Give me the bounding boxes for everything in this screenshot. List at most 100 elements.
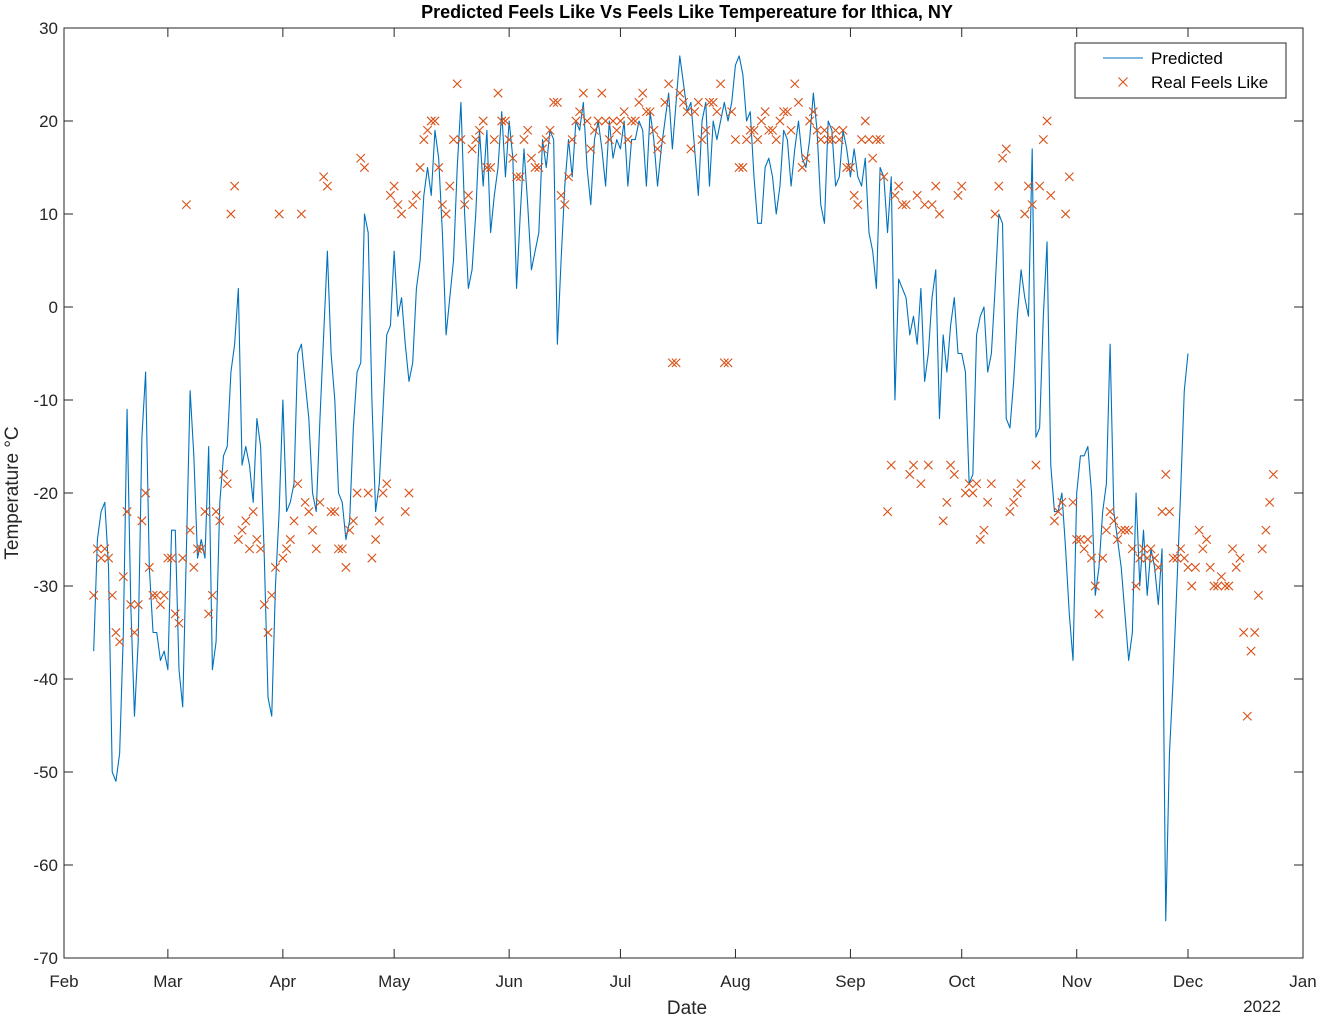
data-point-marker [812,125,822,135]
data-point-marker [912,190,922,200]
data-point-marker [345,525,355,535]
x-axis-label: Date [667,998,707,1019]
data-point-marker [430,116,440,126]
legend-entry-label: Predicted [1151,49,1223,68]
data-point-marker [779,107,789,117]
data-point-marker [411,190,421,200]
data-point-marker [1057,497,1067,507]
data-point-marker [686,144,696,154]
data-point-marker [1072,534,1082,545]
data-point-marker [1068,497,1078,507]
data-point-marker [263,627,273,638]
data-point-marker [586,144,596,154]
data-point-marker [916,479,926,489]
data-point-marker [1250,627,1260,638]
data-point-marker [448,135,459,145]
data-point-marker [363,488,373,498]
data-point-marker [352,488,362,498]
data-point-marker [979,525,989,535]
y-tick-label: -20 [33,484,58,503]
data-point-marker [1201,534,1212,545]
data-point-marker [823,135,833,145]
data-point-marker [986,479,996,489]
data-point-marker [1001,144,1011,154]
data-point-marker [252,534,262,545]
data-point-marker [704,97,715,107]
data-point-marker [1116,525,1126,535]
data-point-marker [1261,525,1271,535]
data-point-marker [708,97,718,107]
data-point-marker [378,488,388,498]
data-point-marker [693,97,703,107]
data-point-marker [1086,553,1097,563]
data-point-marker [730,135,741,145]
data-point-marker [1061,209,1071,219]
data-point-marker [879,172,889,182]
data-point-marker [1209,581,1219,591]
data-point-marker [230,181,240,191]
data-point-marker [831,125,841,135]
data-point-marker [767,125,778,135]
data-point-marker [749,125,759,135]
data-point-marker [508,153,518,163]
data-point-marker [716,79,726,89]
data-point-marker [300,497,310,507]
x-tick-label: Apr [270,972,297,991]
data-point-marker [1094,609,1104,619]
data-point-marker [1027,200,1037,210]
x-tick-label: Nov [1062,972,1093,991]
data-point-marker [541,135,551,145]
data-point-marker [764,125,774,135]
data-point-marker [170,609,180,619]
data-point-marker [834,135,844,145]
data-point-marker [192,544,203,554]
data-point-marker [189,562,199,572]
data-point-marker [793,97,804,107]
data-point-marker [1105,507,1115,517]
data-point-marker [200,507,210,517]
data-point-marker [1046,190,1056,200]
data-point-marker [474,125,485,135]
data-point-marker [1242,711,1252,721]
data-point-marker [204,609,214,619]
data-point-marker [218,469,229,479]
data-point-marker [601,116,611,126]
data-point-marker [137,516,147,526]
data-point-marker [196,544,206,554]
data-point-marker [118,572,128,582]
data-point-marker [222,479,232,489]
data-point-marker [652,144,663,154]
data-point-marker [838,125,848,135]
data-point-marker [426,116,436,126]
x-year-label: 2022 [1243,997,1281,1016]
data-point-marker [927,200,937,210]
data-point-marker [463,190,473,200]
data-point-marker [1246,646,1256,656]
data-point-marker [567,135,577,145]
data-point-marker [994,181,1004,191]
data-point-marker [975,534,985,545]
data-point-marker [337,544,347,554]
data-point-marker [389,181,399,191]
data-point-marker [1194,525,1204,535]
data-point-marker [990,209,1000,219]
data-point-marker [419,135,429,145]
data-point-marker [719,358,729,368]
data-point-marker [894,181,904,191]
data-point-marker [1146,544,1156,554]
y-axis-label: Temperature °C [2,426,23,559]
data-point-marker [871,135,881,145]
data-point-marker [589,125,600,135]
data-point-marker [181,200,192,210]
data-point-marker [185,525,195,535]
data-point-marker [1079,544,1089,554]
data-point-marker [400,507,410,517]
data-point-marker [526,153,536,163]
data-point-marker [1257,544,1267,554]
data-point-marker [897,200,907,210]
data-point-marker [511,172,522,182]
x-tick-label: Dec [1173,972,1204,991]
data-point-marker [144,562,154,572]
data-point-marker [1190,562,1201,572]
data-point-marker [1235,553,1245,563]
